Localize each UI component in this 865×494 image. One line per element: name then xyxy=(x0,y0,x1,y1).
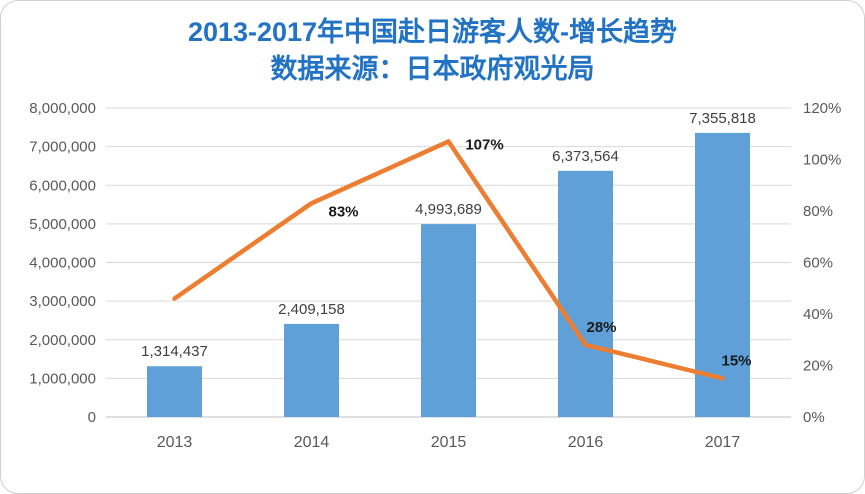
bar xyxy=(421,224,476,417)
left-axis-tick-label: 0 xyxy=(88,409,96,426)
right-axis-tick-label: 20% xyxy=(803,358,833,375)
left-axis-tick-label: 1,000,000 xyxy=(29,370,96,387)
right-axis-tick-label: 120% xyxy=(803,100,841,117)
right-axis-tick-label: 80% xyxy=(803,203,833,220)
x-axis-category-label: 2013 xyxy=(157,434,193,451)
left-axis-tick-label: 2,000,000 xyxy=(29,332,96,349)
bar-value-label: 2,409,158 xyxy=(278,301,345,318)
combo-chart: 0 1,000,000 2,000,000 3,000,000 4,000,000 5,0… xyxy=(29,100,841,451)
growth-percent-label: 28% xyxy=(586,319,616,336)
growth-percent-label: 83% xyxy=(328,203,358,220)
growth-percent-label: 107% xyxy=(465,136,503,153)
right-axis-tick-label: 60% xyxy=(803,255,833,272)
x-axis-category-label: 2014 xyxy=(294,434,330,451)
bar-value-label: 4,993,689 xyxy=(415,201,482,218)
x-axis-category-label: 2017 xyxy=(705,434,741,451)
chart-area: 0 1,000,000 2,000,000 3,000,000 4,000,000 5,0… xyxy=(1,90,864,474)
right-axis-tick-label: 100% xyxy=(803,152,841,169)
bar xyxy=(558,170,613,417)
right-axis-tick-label: 0% xyxy=(803,409,825,426)
left-axis-tick-label: 8,000,000 xyxy=(29,100,96,117)
bar xyxy=(695,132,750,417)
chart-title-line1: 2013-2017年中国赴日游客人数-增长趋势 xyxy=(187,17,678,47)
bar-value-label: 6,373,564 xyxy=(552,148,619,165)
left-axis-tick-label: 3,000,000 xyxy=(29,293,96,310)
right-axis-tick-label: 40% xyxy=(803,306,833,323)
x-axis-category-label: 2016 xyxy=(568,434,604,451)
x-axis-category-label: 2015 xyxy=(431,434,467,451)
growth-percent-label: 15% xyxy=(721,352,751,369)
bar xyxy=(284,323,339,417)
chart-title-line2: 数据来源：日本政府观光局 xyxy=(270,54,595,84)
left-axis-tick-label: 7,000,000 xyxy=(29,139,96,156)
left-axis-tick-label: 4,000,000 xyxy=(29,255,96,272)
bar-value-label: 1,314,437 xyxy=(141,343,208,360)
left-axis-tick-label: 6,000,000 xyxy=(29,177,96,194)
growth-line xyxy=(172,139,725,381)
left-axis-tick-label: 5,000,000 xyxy=(29,216,96,233)
chart-title-block: 2013-2017年中国赴日游客人数-增长趋势 数据来源：日本政府观光局 xyxy=(1,14,864,88)
bar xyxy=(147,366,202,417)
bar-value-label: 7,355,818 xyxy=(689,110,756,127)
